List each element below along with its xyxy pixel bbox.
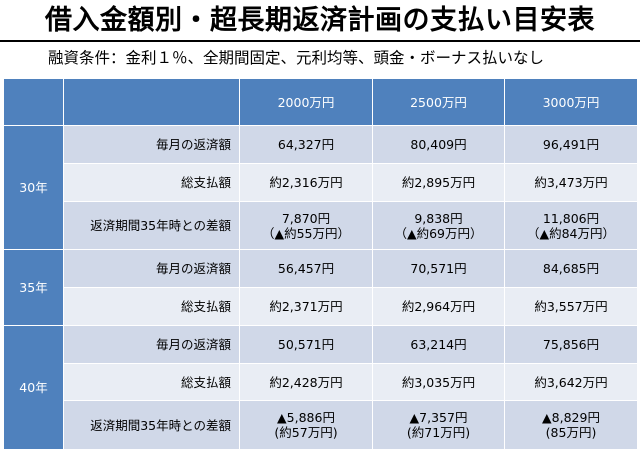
cell-line: 7,870円 (281, 210, 331, 226)
header-row: 2000万円 2500万円 3000万円 (3, 77, 638, 127)
table-cell: 約2,964万円 (372, 286, 505, 326)
cell-line: ▲8,829円 (542, 410, 600, 426)
table-cell: 約3,557万円 (504, 286, 638, 326)
column-header: 2500万円 (372, 77, 505, 127)
row-label: 総支払額 (63, 286, 240, 326)
table-cell: ▲8,829円 (85万円) (504, 400, 638, 450)
table-cell: 約3,473万円 (504, 163, 638, 203)
cell-line: 11,806円 (542, 210, 600, 226)
table-row: 総支払額 約2,428万円 約3,035万円 約3,642万円 (4, 362, 638, 402)
cell-line: 9,838円 (414, 210, 463, 226)
cell-line: （▲約69万円） (394, 225, 483, 241)
row-label: 総支払額 (63, 163, 240, 203)
table-row: 35年 毎月の返済額 56,457円 70,571円 84,685円 (3, 248, 638, 326)
cell-line: （▲約55万円） (261, 225, 351, 241)
table-cell: 約2,428万円 (239, 362, 373, 402)
loan-conditions: 融資条件：金利１％、全期間固定、元利均等、頭金・ボーナス払いなし (48, 49, 545, 67)
table-cell: 56,457円 (239, 248, 373, 288)
table-row: 40年 毎月の返済額 50,571円 63,214円 75,856円 (3, 324, 638, 451)
cell-line: （▲約84万円） (526, 225, 616, 241)
page-title: 借入金額別・超長期返済計画の支払い目安表 (45, 5, 595, 36)
cell-line: (約71万円) (406, 425, 471, 441)
row-label: 返済期間35年時との差額 (63, 201, 240, 250)
table-cell: 9,838円 （▲約69万円） (372, 201, 505, 250)
table-row: 総支払額 約2,316万円 約2,895万円 約3,473万円 (4, 163, 638, 203)
table-cell: 84,685円 (504, 248, 638, 288)
title-underline (0, 40, 640, 42)
cell-line: (85万円) (545, 425, 597, 441)
table-cell: 7,870円 （▲約55万円） (239, 201, 373, 250)
repayment-table: 2000万円 2500万円 3000万円 30年 毎月の返済額 64,327円 … (3, 77, 638, 451)
row-label: 毎月の返済額 (63, 324, 240, 364)
table-cell: 64,327円 (239, 125, 373, 165)
corner-cell (63, 77, 240, 127)
table-cell: 約2,371万円 (239, 286, 373, 326)
table-cell: ▲7,357円 (約71万円) (372, 400, 505, 450)
table-cell: 75,856円 (504, 324, 638, 364)
table-cell: 約2,316万円 (239, 163, 373, 203)
table-cell: 11,806円 （▲約84万円） (504, 201, 638, 250)
table-row: 30年 毎月の返済額 64,327円 80,409円 96,491円 (3, 125, 638, 250)
year-label: 30年 (3, 125, 64, 250)
row-label: 毎月の返済額 (63, 248, 240, 288)
table-cell: ▲5,886円 (約57万円) (239, 400, 373, 450)
column-header: 2000万円 (239, 77, 373, 127)
row-label: 総支払額 (63, 362, 240, 402)
table-row: 返済期間35年時との差額 7,870円 （▲約55万円） 9,838円 （▲約6… (4, 201, 638, 250)
corner-cell (3, 77, 64, 127)
table-cell: 96,491円 (504, 125, 638, 165)
table-cell: 約2,895万円 (372, 163, 505, 203)
table-row: 総支払額 約2,371万円 約2,964万円 約3,557万円 (4, 286, 638, 326)
table-row: 返済期間35年時との差額 ▲5,886円 (約57万円) ▲7,357円 (約7… (4, 400, 638, 450)
cell-line: ▲5,886円 (277, 410, 335, 426)
table-cell: 50,571円 (239, 324, 373, 364)
table-cell: 80,409円 (372, 125, 505, 165)
row-label: 返済期間35年時との差額 (63, 400, 240, 450)
table-cell: 約3,642万円 (504, 362, 638, 402)
table-cell: 63,214円 (372, 324, 505, 364)
cell-line: ▲7,357円 (409, 410, 468, 426)
row-label: 毎月の返済額 (63, 125, 240, 165)
table-cell: 約3,035万円 (372, 362, 505, 402)
year-label: 40年 (3, 324, 64, 451)
cell-line: (約57万円) (274, 425, 338, 441)
year-label: 35年 (3, 248, 64, 326)
table-cell: 70,571円 (372, 248, 505, 288)
column-header: 3000万円 (504, 77, 638, 127)
